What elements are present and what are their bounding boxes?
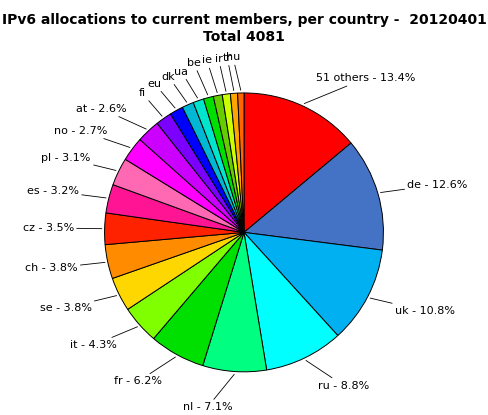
Text: 51 others - 13.4%: 51 others - 13.4% <box>305 73 415 104</box>
Wedge shape <box>140 123 244 232</box>
Text: ua: ua <box>174 67 198 98</box>
Text: de - 12.6%: de - 12.6% <box>381 180 468 193</box>
Wedge shape <box>244 232 382 336</box>
Text: eu: eu <box>147 78 175 108</box>
Wedge shape <box>203 96 244 232</box>
Text: hu: hu <box>226 52 241 90</box>
Wedge shape <box>105 232 244 278</box>
Text: ru - 8.8%: ru - 8.8% <box>306 361 369 391</box>
Text: Total 4081: Total 4081 <box>203 30 285 44</box>
Text: IPv6 allocations to current members, per country -  20120401: IPv6 allocations to current members, per… <box>1 13 487 27</box>
Wedge shape <box>193 99 244 232</box>
Text: es - 3.2%: es - 3.2% <box>27 186 106 198</box>
Wedge shape <box>154 232 244 366</box>
Wedge shape <box>230 93 244 232</box>
Text: at - 2.6%: at - 2.6% <box>77 104 146 129</box>
Text: uk - 10.8%: uk - 10.8% <box>370 298 455 316</box>
Text: ch - 3.8%: ch - 3.8% <box>25 262 105 273</box>
Wedge shape <box>244 232 338 370</box>
Text: nl - 7.1%: nl - 7.1% <box>183 374 234 412</box>
Wedge shape <box>222 94 244 232</box>
Text: cz - 3.5%: cz - 3.5% <box>22 223 102 233</box>
Wedge shape <box>203 232 266 372</box>
Text: fr - 6.2%: fr - 6.2% <box>114 357 176 386</box>
Text: dk: dk <box>162 72 187 102</box>
Wedge shape <box>113 159 244 232</box>
Text: se - 3.8%: se - 3.8% <box>40 295 117 313</box>
Wedge shape <box>183 103 244 232</box>
Wedge shape <box>244 93 351 232</box>
Text: ie: ie <box>202 55 217 93</box>
Wedge shape <box>238 93 244 232</box>
Text: no - 2.7%: no - 2.7% <box>54 126 130 147</box>
Text: pl - 3.1%: pl - 3.1% <box>41 153 116 171</box>
Text: tr: tr <box>223 53 234 90</box>
Wedge shape <box>128 232 244 339</box>
Text: be: be <box>187 58 208 95</box>
Wedge shape <box>125 139 244 232</box>
Text: ir: ir <box>215 54 226 91</box>
Wedge shape <box>157 114 244 232</box>
Wedge shape <box>112 232 244 309</box>
Wedge shape <box>213 95 244 232</box>
Wedge shape <box>106 185 244 232</box>
Text: it - 4.3%: it - 4.3% <box>70 327 138 350</box>
Wedge shape <box>104 213 244 245</box>
Wedge shape <box>170 107 244 232</box>
Text: fi: fi <box>139 88 162 116</box>
Wedge shape <box>244 143 384 250</box>
